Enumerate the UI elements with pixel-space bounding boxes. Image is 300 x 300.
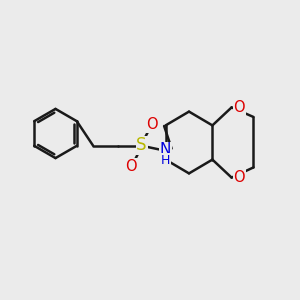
Text: N: N	[160, 142, 171, 158]
Text: O: O	[233, 170, 245, 185]
Text: O: O	[233, 100, 245, 115]
Text: H: H	[161, 154, 170, 167]
Text: O: O	[146, 117, 158, 132]
Text: O: O	[125, 159, 137, 174]
Text: S: S	[136, 136, 147, 154]
